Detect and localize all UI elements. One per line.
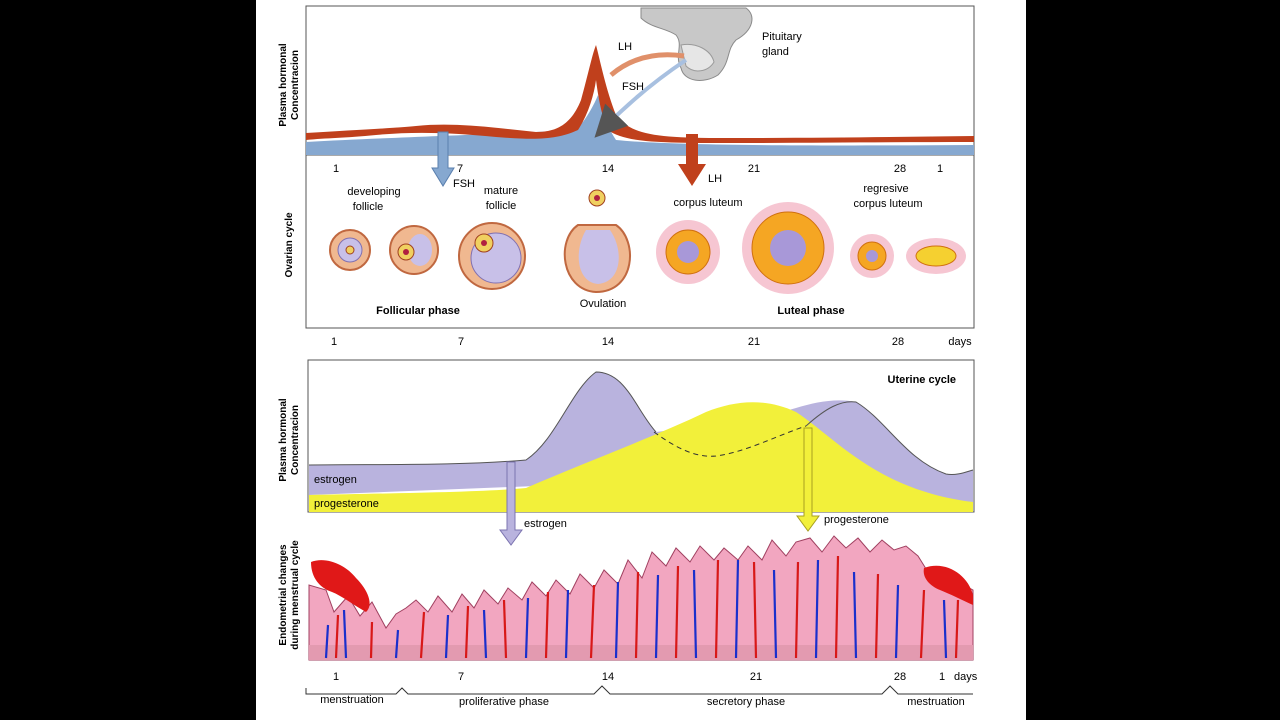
top-tick-7: 7 [457, 163, 463, 175]
endometrium-panel: Endometrial changes during menstrual cyc… [278, 535, 978, 708]
ovarian-cycle-panel: Ovarian cycle FSH LH developing follicle… [284, 131, 972, 348]
ovarian-tick-14: 14 [602, 336, 614, 348]
fsh-arrow [594, 58, 688, 138]
progesterone-label: progesterone [314, 498, 379, 510]
hormone-y-label: Plasma hormonal Concentracion [278, 43, 301, 127]
ovarian-tick-28: 28 [892, 336, 904, 348]
developing-follicle-2 [389, 225, 439, 275]
lh-label: LH [618, 41, 632, 53]
lh-down-arrow [678, 134, 706, 186]
proliferative-phase-label: proliferative phase [459, 696, 549, 708]
endo-tick-7: 7 [458, 671, 464, 683]
endometrium-layer [308, 535, 974, 661]
developing-label-2: follicle [353, 201, 384, 213]
regresive-label-2: corpus luteum [853, 198, 922, 210]
lh-curve [306, 45, 974, 143]
luteal-phase-label: Luteal phase [777, 305, 844, 317]
corpus-luteum-label: corpus luteum [673, 197, 742, 209]
mature-follicle [458, 222, 526, 290]
hormone-y-label-2: Concentracion [290, 50, 301, 120]
phase-brackets [305, 685, 973, 695]
menstrual-cycle-diagram: LH FSH Pituitary gland Plasma hormonal C… [278, 5, 978, 708]
developing-follicle-1 [329, 229, 371, 271]
ovarian-tick-1: 1 [331, 336, 337, 348]
ovarian-panel-border [305, 5, 975, 329]
blood-vessels [324, 555, 960, 659]
menstrual-blood-right [923, 565, 973, 605]
ovulation-follicle [563, 189, 631, 294]
progesterone-arrow-label: progesterone [824, 514, 889, 526]
corpus-luteum-small [656, 220, 720, 284]
follicular-phase-label: Follicular phase [376, 305, 460, 317]
developing-label-1: developing [347, 186, 400, 198]
regressive-corpus-luteum-1 [850, 234, 894, 278]
corpus-luteum-large [742, 202, 834, 294]
endometrial-y-label-1: Endometrial changes [278, 544, 289, 646]
secretory-phase-label: secretory phase [707, 696, 785, 708]
progesterone-down-arrow [796, 427, 820, 532]
menstruation-label: menstruation [320, 694, 384, 706]
fsh-down-arrow [431, 131, 455, 187]
regressive-corpus-luteum-2 [906, 238, 966, 274]
mature-label-2: follicle [486, 200, 517, 212]
estrogen-outline-2 [805, 401, 974, 475]
endo-tick-1: 1 [333, 671, 339, 683]
hormone-y-label-1: Plasma hormonal [278, 43, 289, 127]
regresive-label-1: regresive [863, 183, 908, 195]
diagram-frame: LH FSH Pituitary gland Plasma hormonal C… [256, 0, 1026, 720]
top-tick-28: 28 [894, 163, 906, 175]
ovarian-days-label: days [948, 336, 972, 348]
estrogen-arrow-label: estrogen [524, 518, 567, 530]
basal-layer [309, 645, 973, 660]
ovulation-label: Ovulation [580, 298, 626, 310]
pituitary-label-2: gland [762, 46, 789, 58]
arteries [334, 555, 960, 659]
top-tick-21: 21 [748, 163, 760, 175]
estrogen-down-arrow [499, 461, 523, 546]
ovarian-tick-21: 21 [748, 336, 760, 348]
ovarian-lh-label: LH [708, 173, 722, 185]
fsh-curve [306, 95, 974, 155]
pituitary-gland-image [640, 7, 753, 81]
uterine-y-label-2: Concentracion [290, 405, 301, 475]
uterine-cycle-panel: Uterine cycle estrogen progesterone Plas… [278, 359, 975, 546]
estrogen-label: estrogen [314, 474, 357, 486]
hormone-panel: LH FSH Pituitary gland Plasma hormonal C… [278, 5, 975, 329]
mestruation-label: mestruation [907, 696, 964, 708]
top-tick-1b: 1 [937, 163, 943, 175]
uterine-y-label-1: Plasma hormonal [278, 398, 289, 482]
veins [324, 559, 948, 659]
endo-tick-28: 28 [894, 671, 906, 683]
top-tick-1: 1 [333, 163, 339, 175]
endo-days-label: days [954, 671, 978, 683]
uterine-cycle-title: Uterine cycle [888, 374, 956, 386]
pituitary-label-1: Pituitary [762, 31, 802, 43]
ovarian-fsh-label: FSH [453, 178, 475, 190]
estrogen-outline [308, 371, 657, 466]
fsh-label: FSH [622, 81, 644, 93]
endo-tick-21: 21 [750, 671, 762, 683]
estrogen-dashed-line [653, 425, 807, 457]
endo-tick-1b: 1 [939, 671, 945, 683]
menstrual-blood-left [311, 560, 370, 612]
ovarian-y-label: Ovarian cycle [284, 212, 295, 277]
top-tick-14: 14 [602, 163, 614, 175]
endo-tick-14: 14 [602, 671, 614, 683]
mature-label-1: mature [484, 185, 518, 197]
endometrial-y-label-2: during menstrual cycle [290, 540, 301, 650]
ovarian-tick-7: 7 [458, 336, 464, 348]
lh-arrow [609, 52, 685, 77]
